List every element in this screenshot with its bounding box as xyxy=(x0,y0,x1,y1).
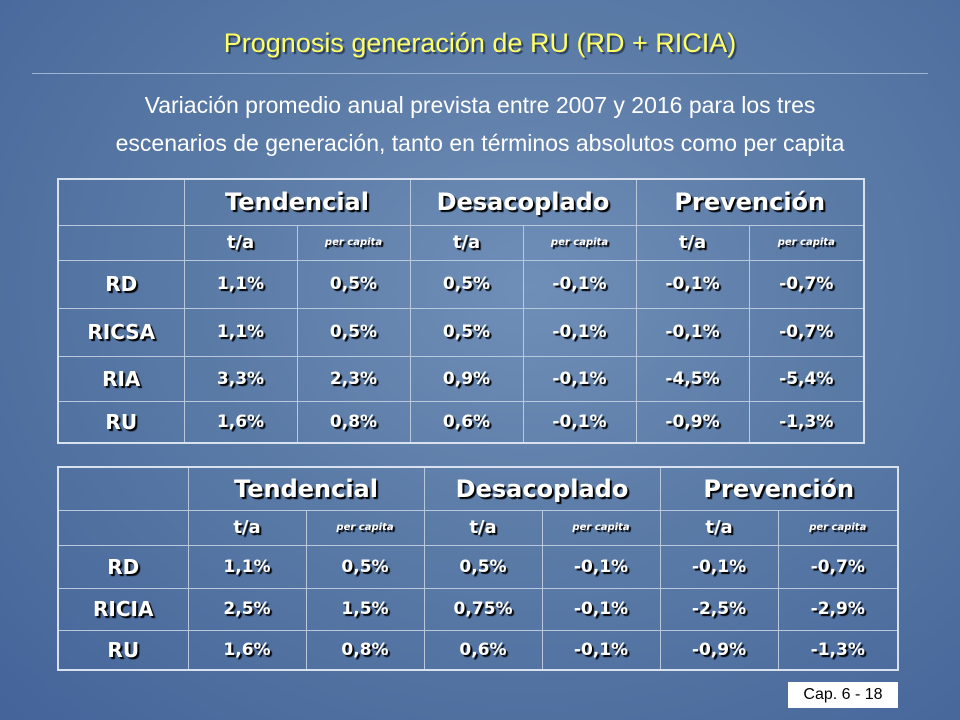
value-cell: 1,5% xyxy=(305,587,425,631)
subheader-per-capita: per capita xyxy=(305,509,425,546)
page-number-label: Cap. 6 - 18 xyxy=(788,682,898,708)
header-desacoplado: Desacoplado xyxy=(423,466,661,511)
value-cell: 2,5% xyxy=(187,587,307,631)
value-cell: 3,3% xyxy=(183,355,298,402)
value-cell: 1,6% xyxy=(183,400,298,444)
value-cell: 0,8% xyxy=(296,400,411,444)
value-cell: -0,1% xyxy=(541,544,661,589)
value-cell: 0,9% xyxy=(409,355,524,402)
row-label: RD xyxy=(57,544,189,589)
subheader-ta: t/a xyxy=(183,224,298,261)
value-cell: 0,5% xyxy=(296,259,411,309)
value-cell: -0,1% xyxy=(541,587,661,631)
value-cell: -0,1% xyxy=(635,307,750,357)
title-divider xyxy=(32,73,928,74)
header-prevencion: Prevención xyxy=(635,178,865,226)
value-cell: -0,1% xyxy=(522,259,637,309)
slide-title: Prognosis generación de RU (RD + RICIA) xyxy=(223,28,737,58)
scenario-table-1: Tendencial Desacoplado Prevención t/a pe… xyxy=(57,178,866,444)
corner-cell xyxy=(57,178,185,226)
value-cell: -0,7% xyxy=(777,544,899,589)
value-cell: 0,5% xyxy=(409,259,524,309)
value-cell: -0,1% xyxy=(522,400,637,444)
header-prevencion: Prevención xyxy=(659,466,899,511)
subtitle-line-1: Variación promedio anual prevista entre … xyxy=(144,92,816,118)
value-cell: 0,5% xyxy=(305,544,425,589)
subheader-per-capita: per capita xyxy=(748,224,865,261)
header-tendencial: Tendencial xyxy=(183,178,411,226)
subheader-per-capita: per capita xyxy=(522,224,637,261)
value-cell: -0,1% xyxy=(635,259,750,309)
value-cell: 1,1% xyxy=(183,307,298,357)
value-cell: 0,75% xyxy=(423,587,543,631)
slide-subtitle: Variación promedio anual prevista entre … xyxy=(0,86,960,162)
header-tendencial: Tendencial xyxy=(187,466,425,511)
header-desacoplado: Desacoplado xyxy=(409,178,637,226)
table-row: RU 1,6% 0,8% 0,6% -0,1% -0,9% -1,3% xyxy=(57,629,899,671)
value-cell: 0,8% xyxy=(305,629,425,671)
value-cell: 1,6% xyxy=(187,629,307,671)
value-cell: -0,7% xyxy=(748,259,865,309)
value-cell: -2,9% xyxy=(777,587,899,631)
row-label: RU xyxy=(57,400,185,444)
value-cell: -5,4% xyxy=(748,355,865,402)
subheader-per-capita: per capita xyxy=(777,509,899,546)
value-cell: 0,5% xyxy=(296,307,411,357)
subheader-ta: t/a xyxy=(409,224,524,261)
subheader-per-capita: per capita xyxy=(541,509,661,546)
subheader-ta: t/a xyxy=(187,509,307,546)
value-cell: -1,3% xyxy=(748,400,865,444)
value-cell: -0,9% xyxy=(635,400,750,444)
table-row: RD 1,1% 0,5% 0,5% -0,1% -0,1% -0,7% xyxy=(57,259,865,309)
row-label: RICSA xyxy=(57,307,185,357)
value-cell: 1,1% xyxy=(183,259,298,309)
row-label: RU xyxy=(57,629,189,671)
subheader-ta: t/a xyxy=(635,224,750,261)
value-cell: 0,5% xyxy=(409,307,524,357)
value-cell: 1,1% xyxy=(187,544,307,589)
value-cell: -2,5% xyxy=(659,587,779,631)
table-row: RD 1,1% 0,5% 0,5% -0,1% -0,1% -0,7% xyxy=(57,544,899,589)
table-row: RICIA 2,5% 1,5% 0,75% -0,1% -2,5% -2,9% xyxy=(57,587,899,631)
subheader-blank xyxy=(57,509,189,546)
subheader-blank xyxy=(57,224,185,261)
value-cell: -0,1% xyxy=(522,307,637,357)
value-cell: -0,9% xyxy=(659,629,779,671)
value-cell: -0,7% xyxy=(748,307,865,357)
subheader-ta: t/a xyxy=(423,509,543,546)
value-cell: 2,3% xyxy=(296,355,411,402)
table-row: RIA 3,3% 2,3% 0,9% -0,1% -4,5% -5,4% xyxy=(57,355,865,402)
table-row: RICSA 1,1% 0,5% 0,5% -0,1% -0,1% -0,7% xyxy=(57,307,865,357)
value-cell: -1,3% xyxy=(777,629,899,671)
subheader-ta: t/a xyxy=(659,509,779,546)
value-cell: 0,5% xyxy=(423,544,543,589)
value-cell: 0,6% xyxy=(409,400,524,444)
value-cell: -0,1% xyxy=(522,355,637,402)
subtitle-line-2: escenarios de generación, tanto en térmi… xyxy=(115,130,845,156)
subheader-per-capita: per capita xyxy=(296,224,411,261)
value-cell: 0,6% xyxy=(423,629,543,671)
value-cell: -0,1% xyxy=(659,544,779,589)
row-label: RICIA xyxy=(57,587,189,631)
row-label: RD xyxy=(57,259,185,309)
row-label: RIA xyxy=(57,355,185,402)
value-cell: -0,1% xyxy=(541,629,661,671)
scenario-table-2: Tendencial Desacoplado Prevención t/a pe… xyxy=(57,466,900,671)
table-row: RU 1,6% 0,8% 0,6% -0,1% -0,9% -1,3% xyxy=(57,400,865,444)
corner-cell xyxy=(57,466,189,511)
value-cell: -4,5% xyxy=(635,355,750,402)
